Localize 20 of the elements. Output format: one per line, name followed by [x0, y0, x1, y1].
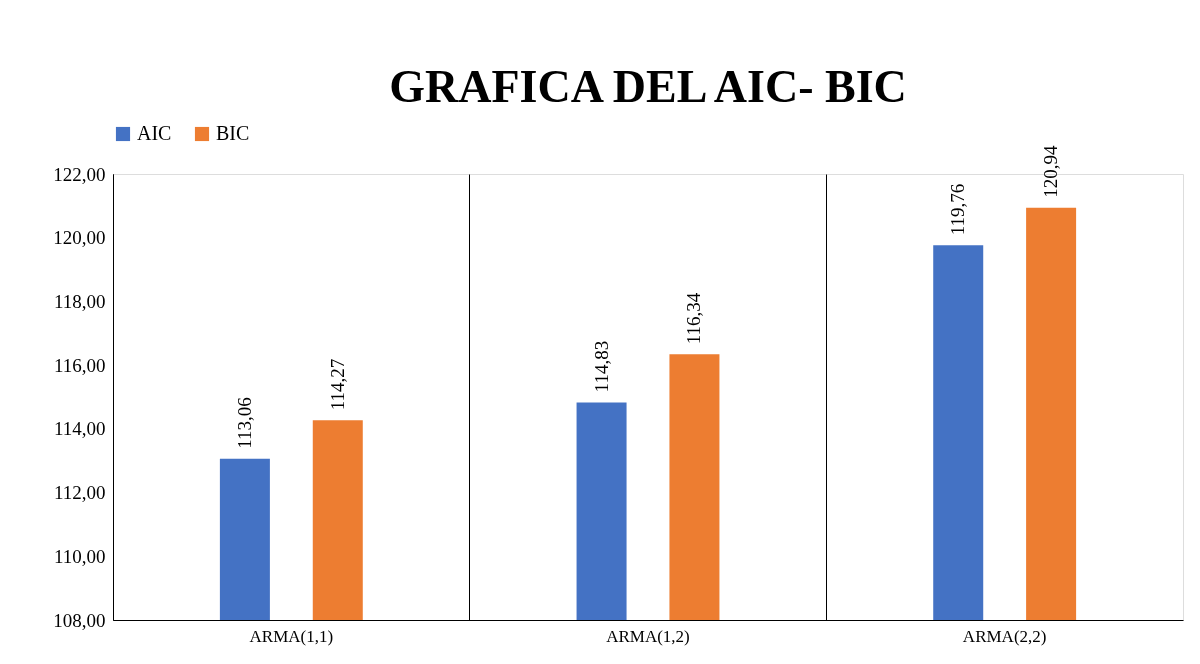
data-label: 114,27: [326, 358, 348, 411]
y-tick-label: 114,00: [53, 418, 106, 440]
y-tick-label: 112,00: [53, 482, 106, 504]
legend-label: BIC: [216, 122, 250, 144]
y-tick-label: 116,00: [53, 354, 106, 376]
y-tick-label: 122,00: [53, 163, 106, 185]
x-tick-label: ARMA(2,2): [962, 626, 1047, 646]
data-label: 119,76: [947, 183, 969, 236]
y-tick-label: 118,00: [53, 290, 106, 312]
legend-label: AIC: [137, 122, 172, 144]
data-label: 120,94: [1040, 145, 1062, 198]
data-label: 116,34: [683, 292, 705, 345]
x-tick-label: ARMA(1,1): [249, 626, 334, 646]
data-label: 114,83: [590, 340, 612, 393]
chart-title: GRAFICA DEL AIC- BIC: [389, 61, 907, 112]
y-tick-label: 108,00: [53, 609, 106, 631]
data-label: 113,06: [233, 397, 255, 449]
x-tick-label: ARMA(1,2): [606, 626, 690, 646]
y-tick-label: 120,00: [53, 227, 106, 249]
y-tick-label: 110,00: [53, 545, 106, 567]
